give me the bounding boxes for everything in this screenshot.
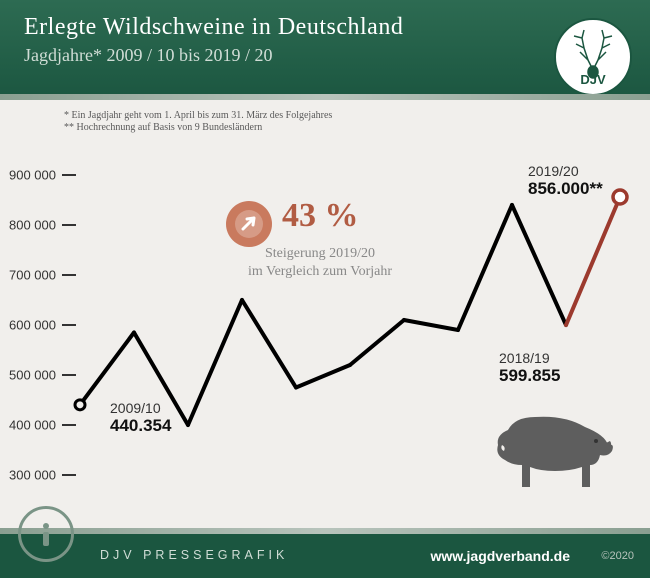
label-2018: 2018/19 599.855: [499, 350, 560, 386]
y-tick-label: 600 000: [0, 318, 56, 333]
y-tick-label: 800 000: [0, 218, 56, 233]
footer: DJV PRESSEGRAFIK www.jagdverband.de ©202…: [0, 528, 650, 578]
copyright: ©2020: [601, 550, 634, 562]
footnote-2: ** Hochrechnung auf Basis von 9 Bundeslä…: [64, 122, 262, 133]
y-tick-label: 900 000: [0, 168, 56, 183]
chart-area: * Ein Jagdjahr geht vom 1. April bis zum…: [0, 100, 650, 528]
y-tick-mark: [62, 274, 76, 276]
line-chart: 43 % Steigerung 2019/20 im Vergleich zum…: [0, 145, 650, 515]
footer-brand: DJV PRESSEGRAFIK: [100, 548, 288, 562]
footer-url: www.jagdverband.de: [430, 548, 570, 564]
y-tick-label: 700 000: [0, 268, 56, 283]
y-tick-mark: [62, 174, 76, 176]
footnote-1: * Ein Jagdjahr geht vom 1. April bis zum…: [64, 110, 332, 121]
y-tick-label: 500 000: [0, 368, 56, 383]
label-start: 2009/10 440.354: [110, 400, 171, 436]
y-tick-label: 300 000: [0, 468, 56, 483]
logo-text: DJV: [580, 72, 606, 87]
y-tick-mark: [62, 474, 76, 476]
label-end: 2019/20 856.000**: [528, 163, 603, 199]
djv-logo: DJV: [554, 18, 632, 96]
y-tick-mark: [62, 424, 76, 426]
y-tick-mark: [62, 324, 76, 326]
percent-badge: [226, 201, 272, 247]
y-tick-mark: [62, 374, 76, 376]
percent-description: Steigerung 2019/20 im Vergleich zum Vorj…: [225, 245, 415, 281]
info-icon: [18, 506, 74, 562]
footer-divider: [0, 528, 650, 534]
antlers-icon: DJV: [558, 22, 628, 92]
header: Erlegte Wildschweine in Deutschland Jagd…: [0, 0, 650, 100]
arrow-up-icon: [234, 209, 264, 239]
y-tick-label: 400 000: [0, 418, 56, 433]
page-title: Erlegte Wildschweine in Deutschland: [24, 14, 626, 41]
y-tick-mark: [62, 224, 76, 226]
percent-value: 43 %: [282, 197, 359, 235]
page-subtitle: Jagdjahre* 2009 / 10 bis 2019 / 20: [24, 45, 626, 66]
boar-icon: [490, 405, 620, 500]
